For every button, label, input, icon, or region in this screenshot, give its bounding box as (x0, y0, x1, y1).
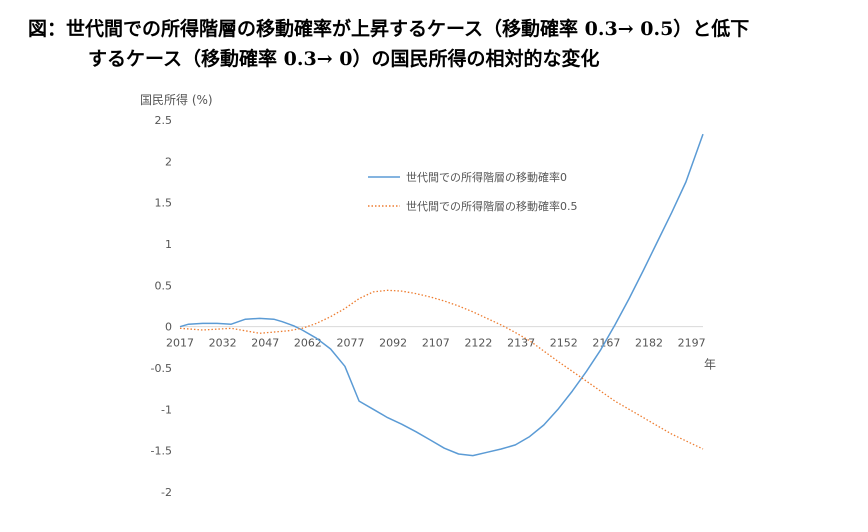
y-tick-label: 1 (165, 238, 172, 251)
x-tick-label: 2197 (678, 337, 706, 350)
y-tick-label: -1 (161, 403, 172, 416)
chart-title-line1: 図：世代間での所得階層の移動確率が上昇するケース（移動確率 0.3→ 0.5）と… (28, 18, 750, 40)
y-axis-label: 国民所得 (%) (140, 92, 213, 107)
x-axis-label: 年 (704, 358, 716, 372)
x-tick-label: 2047 (251, 337, 279, 350)
y-tick-label: 0.5 (155, 279, 173, 292)
y-tick-label: -2 (161, 486, 172, 499)
x-tick-label: 2017 (166, 337, 194, 350)
x-tick-label: 2092 (379, 337, 407, 350)
y-tick-label: -1.5 (151, 445, 172, 458)
x-tick-label: 2077 (337, 337, 365, 350)
legend-label-0: 世代間での所得階層の移動確率0 (406, 170, 567, 184)
y-tick-label: 0 (165, 321, 172, 334)
x-tick-label: 2062 (294, 337, 322, 350)
series-line-1 (179, 289, 704, 450)
chart-title-line2: するケース（移動確率 0.3→ 0）の国民所得の相対的な変化 (88, 48, 600, 70)
legend-label-1: 世代間での所得階層の移動確率0.5 (406, 199, 578, 213)
x-tick-label: 2182 (635, 337, 663, 350)
y-tick-label: -0.5 (151, 362, 172, 375)
y-tick-label: 2.5 (155, 114, 173, 127)
series-line-0 (179, 133, 704, 457)
x-tick-label: 2107 (422, 337, 450, 350)
x-tick-label: 2167 (592, 337, 620, 350)
y-tick-label: 1.5 (155, 197, 173, 210)
y-tick-label: 2 (165, 155, 172, 168)
chart-title: 図：世代間での所得階層の移動確率が上昇するケース（移動確率 0.3→ 0.5）と… (28, 14, 858, 74)
x-tick-label: 2032 (209, 337, 237, 350)
x-tick-label: 2152 (550, 337, 578, 350)
x-tick-label: 2122 (464, 337, 492, 350)
x-tick-label: 2137 (507, 337, 535, 350)
